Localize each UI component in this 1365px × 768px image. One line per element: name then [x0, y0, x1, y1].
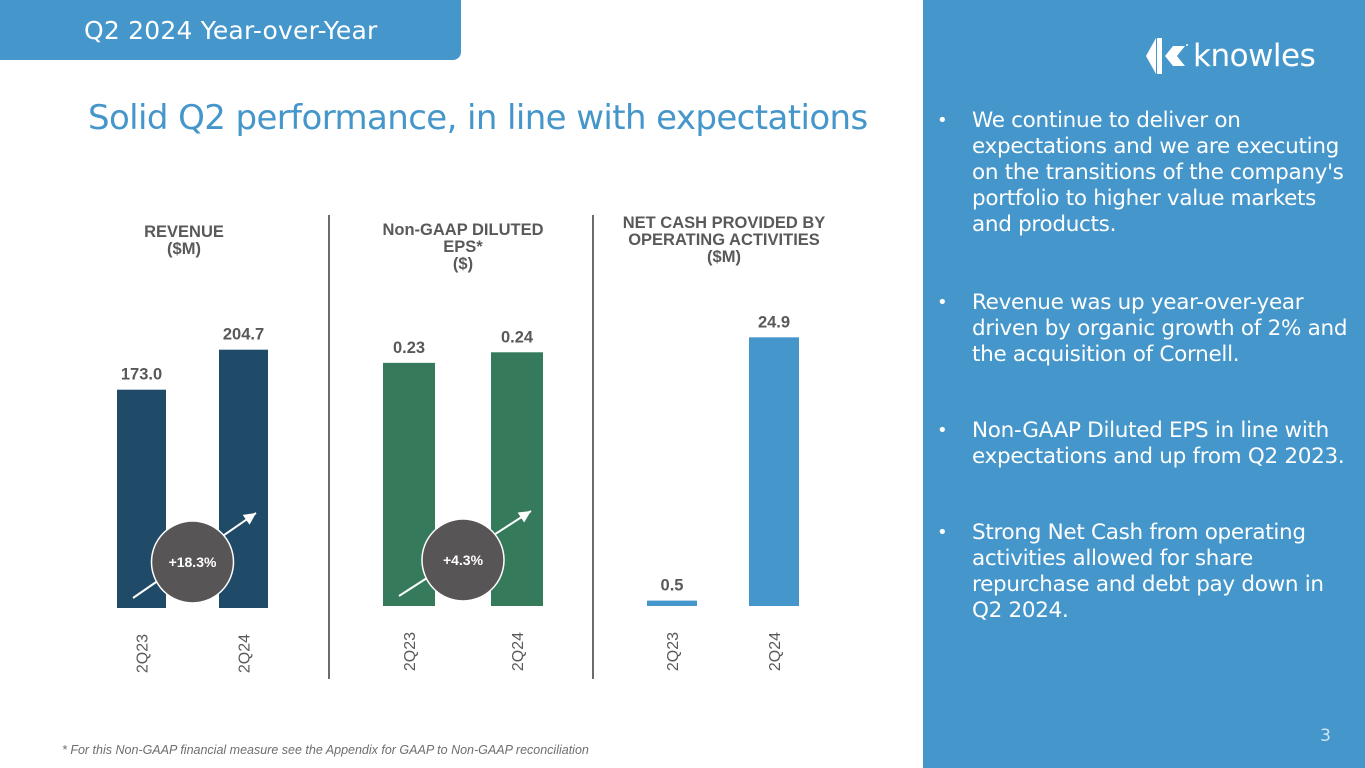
category-label: 2Q24 — [767, 632, 784, 671]
change-badge — [150, 520, 235, 604]
chart-net-cash: 0.5 2Q23 24.9 2Q24 — [647, 313, 799, 671]
change-badge-label: +4.3% — [443, 552, 484, 568]
category-label: 2Q23 — [135, 634, 152, 673]
chart-title-line: Non-GAAP DILUTED — [382, 221, 544, 239]
value-label: 24.9 — [758, 313, 790, 331]
bullet-dot-icon: • — [937, 522, 948, 543]
value-label: 0.5 — [661, 577, 684, 595]
category-label: 2Q24 — [237, 634, 254, 673]
knowles-logo: knowles — [1146, 36, 1316, 76]
chart-title-line: ($) — [452, 255, 474, 273]
page-number: 3 — [1320, 726, 1331, 746]
chart-title-line: REVENUE — [144, 223, 224, 241]
slide-title: Solid Q2 performance, in line with expec… — [88, 98, 868, 138]
summary-panel — [923, 0, 1365, 768]
bullet-item: • Revenue was up year-over-year driven b… — [937, 290, 1355, 368]
chart-divider — [328, 215, 330, 679]
bullet-item: • Strong Net Cash from operating activit… — [937, 520, 1355, 624]
bar-net-cash-2Q23 — [647, 600, 697, 606]
chart-title-line: NET CASH PROVIDED BY — [622, 214, 826, 232]
value-label: 173.0 — [121, 366, 162, 384]
change-badge — [421, 518, 505, 602]
bullet-item: • Non-GAAP Diluted EPS in line with expe… — [937, 418, 1355, 470]
value-label: 204.7 — [223, 326, 264, 344]
trend-arrow-up-icon — [242, 513, 256, 525]
header-tab: Q2 2024 Year-over-Year — [0, 0, 461, 60]
chart-title-net-cash: NET CASH PROVIDED BY OPERATING ACTIVITIE… — [604, 215, 844, 266]
chart-title-line: OPERATING ACTIVITIES — [628, 231, 820, 249]
chart-title-line: EPS* — [443, 238, 483, 256]
chart-title-eps: Non-GAAP DILUTED EPS* ($) — [350, 222, 576, 273]
summary-bullets: • We continue to deliver on expectations… — [937, 108, 1355, 624]
value-label: 0.23 — [393, 339, 425, 357]
charts-canvas: 173.0 2Q23 204.7 2Q24 +18.3% 0.23 2Q23 0.24 2Q24… — [117, 313, 799, 673]
bullet-dot-icon: • — [937, 292, 948, 313]
bullet-text: We continue to deliver on expectations a… — [972, 108, 1344, 237]
bullet-text: Revenue was up year-over-year driven by … — [972, 290, 1348, 367]
knowles-k-chevron-icon — [1146, 38, 1188, 74]
bullet-dot-icon: • — [937, 110, 948, 131]
chart-divider — [592, 215, 594, 679]
chart-eps: 0.23 2Q23 0.24 2Q24 +4.3% — [383, 328, 543, 671]
bullet-item: • We continue to deliver on expectations… — [937, 108, 1355, 238]
bullet-dot-icon: • — [937, 420, 948, 441]
value-label: 0.24 — [501, 328, 534, 346]
footnote: * For this Non-GAAP financial measure se… — [62, 743, 589, 757]
chart-title-revenue: REVENUE ($M) — [94, 224, 274, 258]
bullet-text: Non-GAAP Diluted EPS in line with expect… — [972, 418, 1345, 469]
chart-title-line: ($M) — [167, 240, 201, 258]
bullet-text: Strong Net Cash from operating activitie… — [972, 520, 1324, 623]
logo-wordmark: knowles — [1193, 38, 1316, 74]
bar-net-cash-2Q24 — [749, 337, 799, 606]
chart-revenue: 173.0 2Q23 204.7 2Q24 +18.3% — [117, 326, 268, 673]
change-badge-label: +18.3% — [169, 554, 217, 570]
header-tab-label: Q2 2024 Year-over-Year — [84, 16, 378, 45]
category-label: 2Q24 — [510, 632, 527, 671]
trend-arrow-up-icon — [517, 511, 531, 523]
category-label: 2Q23 — [402, 632, 419, 671]
category-label: 2Q23 — [665, 632, 682, 671]
chart-title-line: ($M) — [707, 248, 741, 266]
